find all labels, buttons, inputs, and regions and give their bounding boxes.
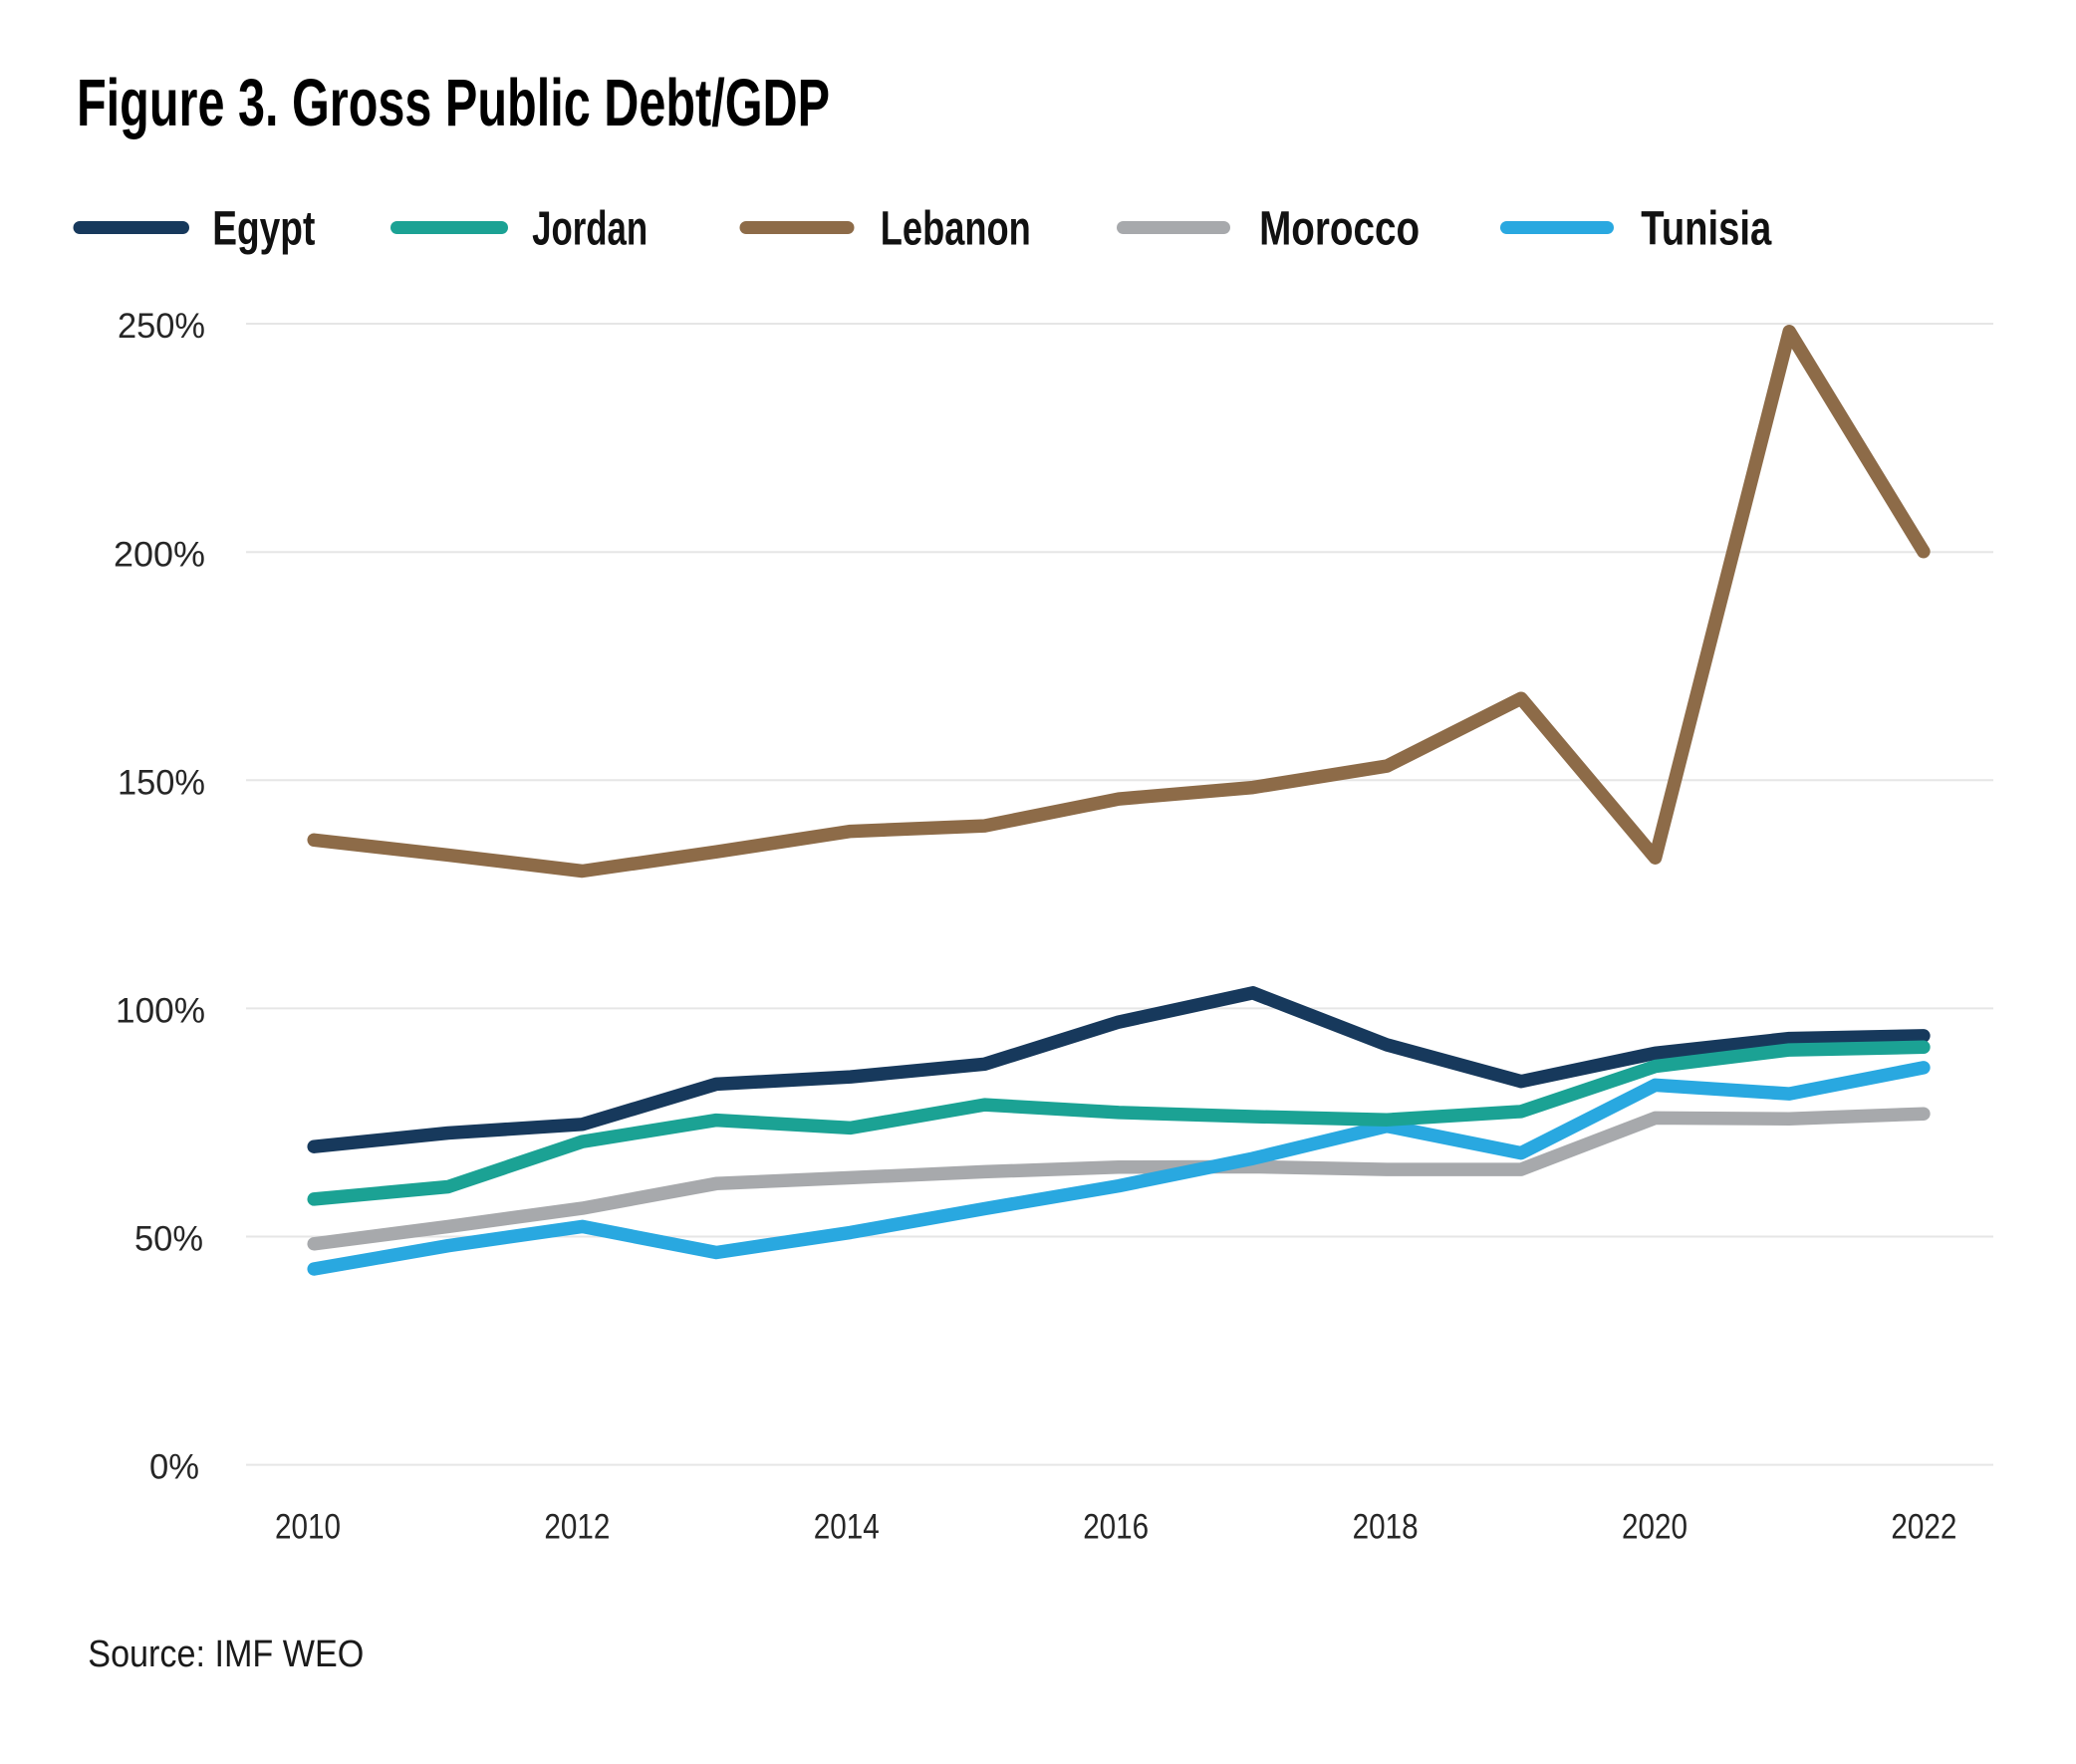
svg-text:Figure 3. Gross Public Debt/GD: Figure 3. Gross Public Debt/GDP bbox=[77, 66, 830, 140]
svg-text:Egypt: Egypt bbox=[212, 203, 315, 256]
svg-text:0%: 0% bbox=[149, 1447, 199, 1487]
svg-text:250%: 250% bbox=[118, 306, 205, 346]
svg-text:Morocco: Morocco bbox=[1259, 203, 1420, 256]
svg-text:2016: 2016 bbox=[1083, 1507, 1149, 1547]
svg-text:100%: 100% bbox=[116, 991, 205, 1031]
svg-text:2010: 2010 bbox=[275, 1507, 341, 1547]
svg-text:2012: 2012 bbox=[544, 1507, 610, 1547]
svg-text:50%: 50% bbox=[134, 1219, 203, 1259]
svg-text:Source: IMF WEO: Source: IMF WEO bbox=[88, 1634, 364, 1675]
svg-text:2014: 2014 bbox=[814, 1507, 880, 1547]
svg-text:Jordan: Jordan bbox=[532, 203, 648, 256]
svg-text:150%: 150% bbox=[118, 762, 205, 802]
svg-text:2022: 2022 bbox=[1891, 1507, 1956, 1547]
svg-text:200%: 200% bbox=[114, 534, 205, 574]
svg-text:2018: 2018 bbox=[1353, 1507, 1419, 1547]
svg-text:2020: 2020 bbox=[1622, 1507, 1687, 1547]
svg-text:Tunisia: Tunisia bbox=[1641, 203, 1771, 256]
svg-text:Lebanon: Lebanon bbox=[881, 203, 1031, 256]
